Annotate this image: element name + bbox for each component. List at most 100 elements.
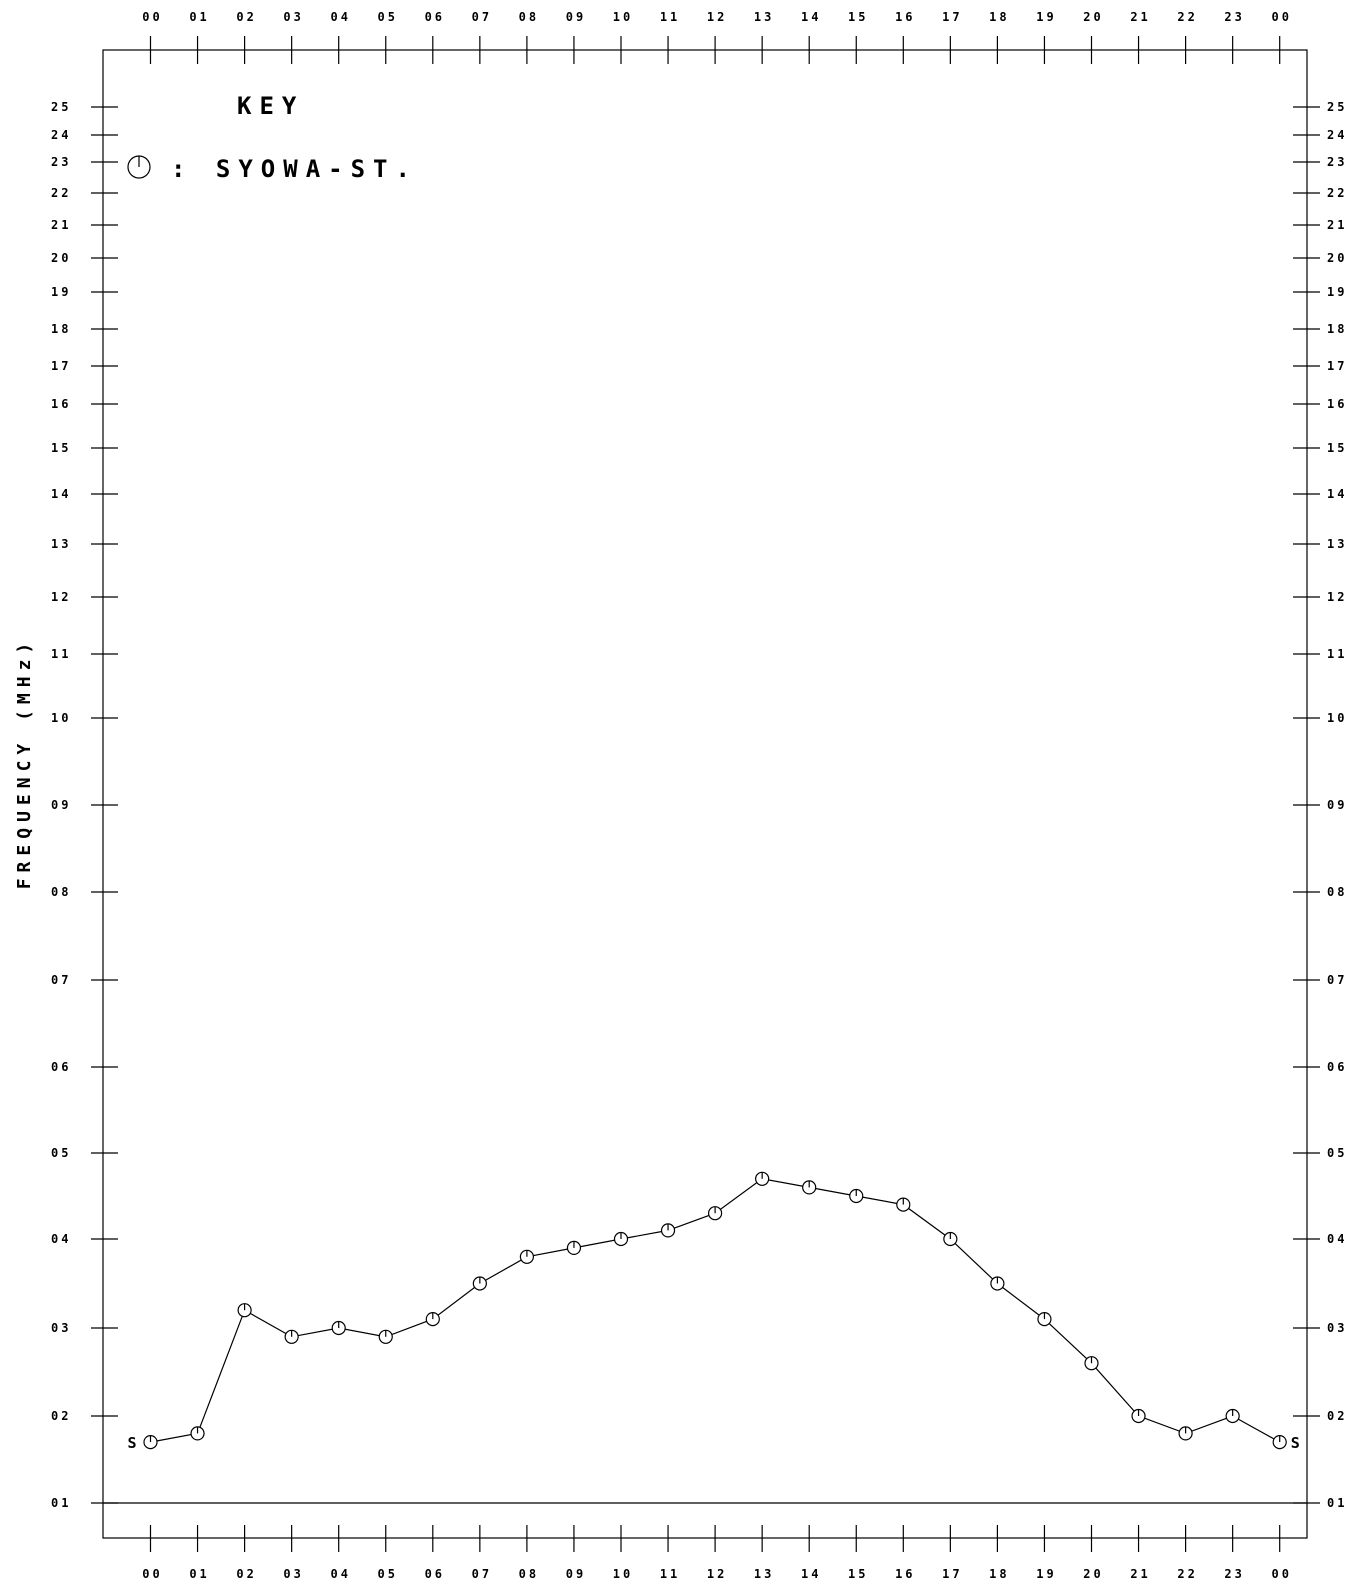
x-tick-label-bottom: 05	[378, 1567, 398, 1581]
x-tick-label-top: 14	[801, 10, 821, 24]
data-point	[1084, 1356, 1099, 1371]
y-tick-label-right: 21	[1327, 218, 1347, 232]
x-tick-label-bottom: 23	[1224, 1567, 1244, 1581]
sunrise-sunset-marker: S	[1291, 1434, 1300, 1452]
x-tick-label-bottom: 04	[330, 1567, 350, 1581]
y-tick-label-right: 07	[1327, 973, 1347, 987]
data-point	[1178, 1426, 1193, 1441]
y-tick-label-left: 04	[51, 1232, 71, 1246]
data-point	[237, 1303, 252, 1318]
x-tick-label-top: 17	[942, 10, 962, 24]
data-point	[990, 1276, 1005, 1291]
data-point	[755, 1171, 770, 1186]
x-tick-label-top: 09	[566, 10, 586, 24]
x-tick-label-bottom: 14	[801, 1567, 821, 1581]
y-tick-label-left: 15	[51, 441, 71, 455]
x-tick-label-top: 16	[895, 10, 915, 24]
y-tick-label-right: 13	[1327, 537, 1347, 551]
x-tick-label-bottom: 10	[613, 1567, 633, 1581]
x-tick-label-top: 12	[707, 10, 727, 24]
x-tick-label-top: 20	[1083, 10, 1103, 24]
x-tick-label-bottom: 22	[1177, 1567, 1197, 1581]
data-point	[849, 1188, 864, 1204]
y-tick-label-right: 04	[1327, 1232, 1347, 1246]
y-tick-label-right: 11	[1327, 647, 1347, 661]
data-point	[707, 1206, 723, 1221]
data-point	[1131, 1408, 1146, 1424]
y-tick-label-left: 03	[51, 1321, 71, 1335]
x-tick-label-bottom: 06	[425, 1567, 445, 1581]
x-tick-label-top: 23	[1224, 10, 1244, 24]
legend-title: KEY	[237, 92, 304, 120]
y-tick-label-left: 12	[51, 590, 71, 604]
x-tick-label-top: 19	[1036, 10, 1056, 24]
y-tick-label-left: 16	[51, 397, 71, 411]
y-tick-label-right: 08	[1327, 885, 1347, 899]
x-tick-label-bottom: 08	[519, 1567, 539, 1581]
y-tick-label-right: 05	[1327, 1146, 1347, 1160]
x-tick-label-bottom: 12	[707, 1567, 727, 1581]
x-tick-label-bottom: 18	[989, 1567, 1009, 1581]
y-tick-label-left: 14	[51, 487, 71, 501]
data-point	[613, 1231, 629, 1247]
x-tick-label-top: 18	[989, 10, 1009, 24]
data-point	[425, 1311, 440, 1327]
series-markers	[143, 1171, 1287, 1450]
x-tick-label-top: 02	[236, 10, 256, 24]
y-tick-label-right: 25	[1327, 100, 1347, 114]
legend-label: : SYOWA-ST.	[171, 155, 418, 183]
y-tick-label-right: 10	[1327, 711, 1347, 725]
y-tick-label-right: 22	[1327, 186, 1347, 200]
x-tick-label-top: 13	[754, 10, 774, 24]
y-tick-label-right: 24	[1327, 128, 1347, 142]
y-tick-label-right: 12	[1327, 590, 1347, 604]
data-point	[1272, 1434, 1287, 1450]
y-tick-label-right: 14	[1327, 487, 1347, 501]
y-tick-label-right: 15	[1327, 441, 1347, 455]
x-tick-label-bottom: 00	[1271, 1567, 1291, 1581]
y-tick-label-left: 20	[51, 251, 71, 265]
data-point	[472, 1276, 487, 1291]
y-tick-label-left: 23	[51, 155, 71, 169]
y-tick-label-right: 16	[1327, 397, 1347, 411]
y-tick-label-left: 17	[51, 359, 71, 373]
x-tick-label-bottom: 00	[142, 1567, 162, 1581]
x-tick-label-bottom: 11	[660, 1567, 680, 1581]
x-tick-label-bottom: 02	[236, 1567, 256, 1581]
y-tick-label-right: 09	[1327, 798, 1347, 812]
x-tick-label-bottom: 07	[472, 1567, 492, 1581]
x-tick-label-bottom: 13	[754, 1567, 774, 1581]
data-point	[1037, 1311, 1052, 1327]
y-tick-label-right: 06	[1327, 1060, 1347, 1074]
y-tick-label-left: 22	[51, 186, 71, 200]
x-tick-label-bottom: 01	[189, 1567, 209, 1581]
x-tick-label-top: 07	[472, 10, 492, 24]
data-point	[519, 1249, 535, 1264]
y-tick-label-left: 19	[51, 285, 71, 299]
sunrise-sunset-marker: S	[128, 1434, 137, 1452]
x-tick-label-bottom: 16	[895, 1567, 915, 1581]
plot-frame	[102, 49, 1308, 1539]
x-tick-label-top: 08	[519, 10, 539, 24]
y-tick-label-left: 06	[51, 1060, 71, 1074]
axis-tick-labels: 00 00 01 01 02 02 03 03 04 04 05 05 06 06 07 07 08 08 09 09…	[51, 10, 1347, 1581]
x-tick-label-top: 10	[613, 10, 633, 24]
y-tick-label-right: 01	[1327, 1496, 1347, 1510]
y-tick-label-left: 02	[51, 1409, 71, 1423]
y-tick-label-left: 21	[51, 218, 71, 232]
x-tick-label-top: 15	[848, 10, 868, 24]
y-tick-label-right: 17	[1327, 359, 1347, 373]
y-tick-label-left: 18	[51, 322, 71, 336]
data-point	[802, 1180, 817, 1195]
y-tick-label-right: 20	[1327, 251, 1347, 265]
x-tick-label-bottom: 15	[848, 1567, 868, 1581]
data-point	[331, 1320, 346, 1336]
y-tick-label-left: 13	[51, 537, 71, 551]
x-tick-label-top: 01	[189, 10, 209, 24]
x-tick-label-bottom: 17	[942, 1567, 962, 1581]
y-tick-label-right: 23	[1327, 155, 1347, 169]
data-point	[143, 1434, 158, 1450]
y-tick-label-right: 18	[1327, 322, 1347, 336]
